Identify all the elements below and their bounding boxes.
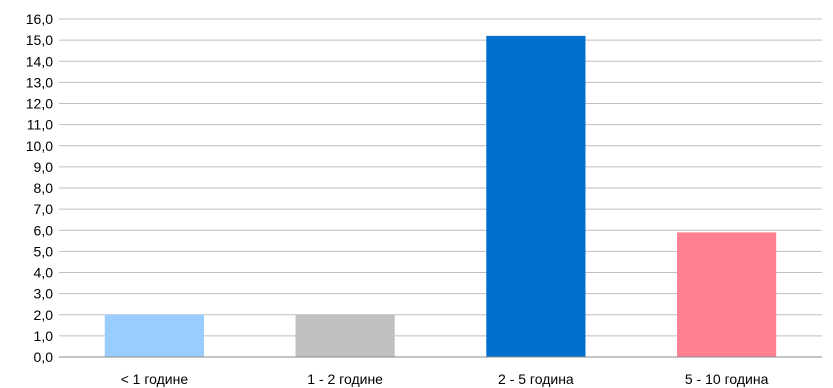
y-tick-label: 6,0	[34, 222, 54, 238]
y-tick-label: 15,0	[26, 32, 53, 48]
y-tick-label: 5,0	[34, 243, 54, 259]
x-category-label: 5 - 10 година	[685, 371, 769, 387]
y-axis-ticks: 0,0 1,0 2,0 3,0 4,0 5,0 6,0 7,0 8,0 9,0 10,0 11,0 12…	[26, 11, 53, 365]
y-tick-label: 14,0	[26, 53, 53, 69]
y-tick-label: 4,0	[34, 265, 54, 281]
bar	[295, 314, 395, 357]
y-tick-label: 1,0	[34, 328, 54, 344]
x-category-label: 2 - 5 година	[498, 371, 574, 387]
y-tick-label: 12,0	[26, 96, 53, 112]
bar	[677, 232, 777, 357]
y-tick-label: 16,0	[26, 11, 53, 27]
y-tick-label: 11,0	[27, 117, 53, 133]
y-tick-label: 8,0	[34, 180, 54, 196]
x-axis-labels: < 1 године 1 - 2 године 2 - 5 година 5 - 10…	[121, 371, 769, 387]
y-tick-label: 0,0	[34, 349, 54, 365]
y-tick-label: 3,0	[34, 286, 54, 302]
y-tick-label: 2,0	[34, 307, 54, 323]
y-tick-label: 10,0	[26, 138, 53, 154]
y-tick-label: 7,0	[34, 201, 54, 217]
bars	[104, 35, 777, 358]
x-category-label: < 1 године	[121, 371, 189, 387]
bar	[486, 35, 586, 358]
gridlines	[59, 18, 822, 358]
y-tick-label: 9,0	[34, 159, 54, 175]
y-tick-label: 13,0	[26, 74, 53, 90]
bar	[104, 314, 204, 357]
x-category-label: 1 - 2 године	[307, 371, 383, 387]
